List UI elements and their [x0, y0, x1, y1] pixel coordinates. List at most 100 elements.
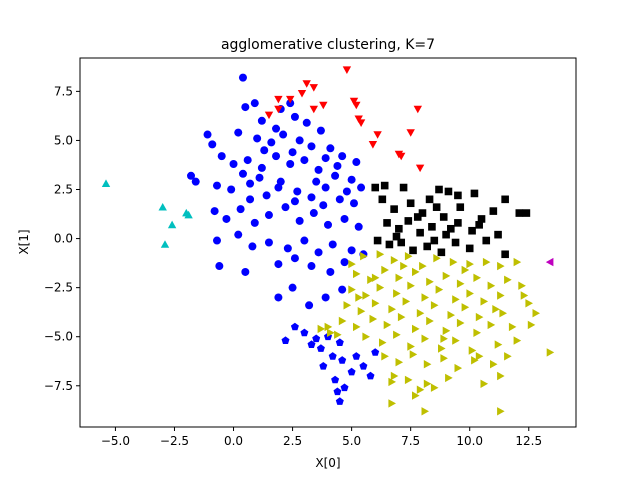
data-point-circle	[328, 240, 337, 249]
data-point-triangle-right	[497, 291, 505, 300]
data-point-circle	[302, 118, 311, 127]
data-point-square	[444, 187, 453, 196]
data-point-circle	[274, 183, 283, 192]
data-point-circle	[357, 183, 366, 192]
data-point-triangle-right	[452, 336, 460, 345]
data-point-triangle-down	[397, 152, 406, 161]
data-point-triangle-down	[342, 66, 352, 74]
data-point-circle	[321, 293, 330, 302]
data-point-pentagon	[290, 322, 299, 331]
data-point-triangle-right	[480, 379, 489, 388]
data-point-triangle-down	[368, 141, 378, 149]
data-point-circle	[210, 207, 219, 216]
data-point-circle	[274, 260, 283, 269]
data-point-circle	[281, 203, 290, 212]
data-point-triangle-right	[412, 324, 420, 334]
data-point-circle	[333, 161, 342, 170]
data-point-circle	[255, 173, 264, 182]
data-point-triangle-right	[490, 360, 498, 369]
data-point-triangle-right	[369, 314, 378, 324]
data-point-circle	[243, 156, 252, 165]
data-point-triangle-right	[449, 257, 458, 267]
data-point-triangle-down	[349, 97, 359, 106]
data-point-square	[477, 215, 486, 223]
data-point-square	[430, 236, 439, 245]
data-point-triangle-right	[327, 328, 335, 337]
data-point-triangle-down	[297, 90, 307, 98]
data-point-square	[371, 183, 380, 192]
data-point-square	[470, 189, 479, 198]
data-point-triangle-right	[381, 352, 389, 361]
data-point-triangle-right	[440, 334, 448, 343]
data-point-circle	[307, 193, 316, 202]
y-axis: −7.5 −5.0 −2.5 0.0 2.5 5.0 7.5	[44, 84, 80, 393]
data-point-circle	[212, 181, 221, 190]
data-point-pentagon	[366, 371, 375, 380]
data-point-triangle-right	[421, 334, 429, 343]
data-point-triangle-right	[520, 291, 529, 300]
data-point-triangle-right	[456, 318, 465, 328]
data-point-circle	[290, 254, 299, 263]
data-point-square	[465, 244, 474, 253]
data-point-triangle-up	[160, 240, 170, 248]
data-point-triangle-right	[546, 348, 555, 357]
data-point-square	[409, 246, 417, 255]
data-point-circle	[293, 187, 302, 196]
data-point-circle	[234, 128, 243, 137]
data-point-square	[406, 199, 415, 208]
data-point-circle	[279, 130, 288, 139]
data-point-square	[437, 248, 446, 257]
data-point-triangle-right	[435, 285, 444, 294]
data-point-circle	[236, 205, 245, 214]
data-point-square	[373, 236, 382, 245]
data-point-circle	[288, 148, 297, 157]
data-point-triangle-right	[473, 273, 481, 282]
data-point-square	[501, 195, 509, 204]
data-point-pentagon	[281, 336, 290, 344]
data-point-circle	[340, 258, 349, 267]
x-tick-label: −5.0	[101, 434, 130, 448]
data-point-pentagon	[347, 367, 356, 376]
data-point-square	[423, 242, 431, 251]
data-point-triangle-right	[348, 285, 356, 294]
data-point-square	[418, 209, 427, 217]
data-point-triangle-right	[461, 265, 470, 275]
data-point-circle	[335, 195, 344, 204]
data-point-triangle-down	[309, 84, 318, 92]
data-point-circle	[187, 171, 196, 180]
data-point-circle	[257, 116, 266, 125]
data-point-circle	[352, 158, 361, 167]
data-point-pentagon	[312, 334, 321, 343]
data-point-triangle-right	[468, 346, 477, 355]
data-point-circle	[253, 134, 262, 143]
data-point-square	[482, 236, 491, 245]
data-point-triangle-right	[492, 305, 500, 314]
data-point-square	[451, 238, 460, 247]
data-point-pentagon	[316, 344, 325, 352]
data-point-triangle-right	[513, 257, 522, 267]
data-point-square	[397, 238, 406, 247]
data-point-circle	[208, 140, 217, 149]
x-axis: −5.0 −2.5 0.0 2.5 5.0 7.5 10.0 12.5	[101, 427, 542, 448]
data-point-triangle-down	[373, 131, 382, 139]
data-point-circle	[288, 283, 297, 292]
data-point-circle	[241, 267, 250, 276]
data-point-circle	[272, 124, 281, 133]
data-point-circle	[238, 169, 247, 178]
y-tick-label: −7.5	[44, 379, 73, 393]
data-point-triangle-right	[513, 336, 522, 345]
data-point-triangle-right	[348, 259, 356, 269]
data-point-triangle-right	[466, 289, 474, 298]
data-point-triangle-right	[438, 344, 446, 353]
data-point-circle	[286, 159, 295, 168]
data-point-pentagon	[328, 352, 337, 360]
data-point-triangle-right	[409, 350, 418, 359]
data-point-triangle-right	[357, 307, 366, 316]
data-point-triangle-down	[356, 119, 366, 127]
data-point-triangle-right	[353, 322, 361, 332]
data-point-circle	[312, 177, 321, 186]
data-point-circle	[321, 154, 330, 163]
data-point-square	[447, 224, 455, 233]
data-point-circle	[331, 171, 340, 180]
data-point-circle	[295, 136, 304, 145]
